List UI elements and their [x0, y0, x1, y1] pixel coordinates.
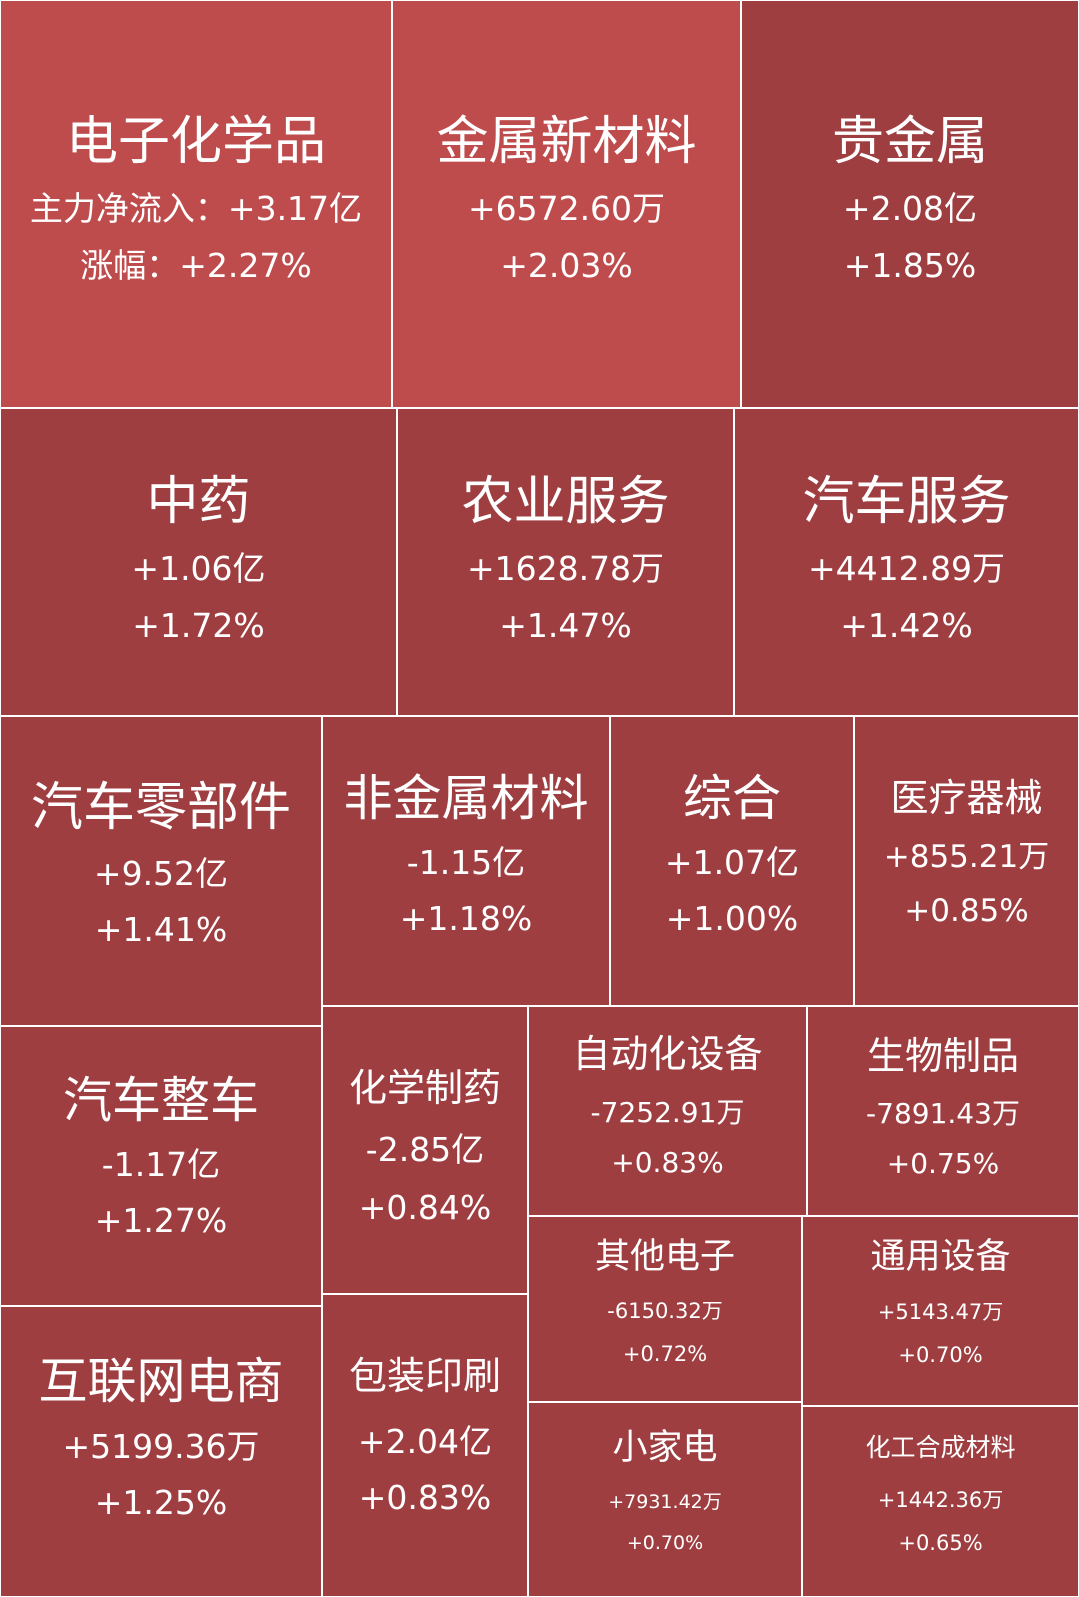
sector-net-inflow: -6150.32万 — [607, 1299, 723, 1323]
sector-name: 生物制品 — [866, 1034, 1019, 1078]
sector-change: +1.42% — [840, 606, 973, 645]
sector-tile[interactable]: 非金属材料 -1.15亿 +1.18% — [322, 716, 610, 1006]
sector-net-inflow: +5199.36万 — [62, 1427, 260, 1466]
sector-name: 中药 — [146, 472, 251, 532]
sector-change: +1.47% — [499, 606, 632, 645]
sector-tile[interactable]: 电子化学品主力净流入：+3.17亿 涨幅：+2.27% — [0, 0, 392, 408]
sector-name: 包装印刷 — [348, 1354, 501, 1398]
sector-net-inflow: -7252.91万 — [590, 1096, 745, 1129]
sector-net-inflow: +855.21万 — [883, 839, 1050, 875]
sector-tile[interactable]: 其他电子 -6150.32万 +0.72% — [528, 1216, 802, 1402]
sector-tile[interactable]: 综合 +1.07亿 +1.00% — [610, 716, 854, 1006]
sector-change: +2.03% — [500, 246, 633, 285]
sector-name: 医疗器械 — [890, 776, 1043, 820]
sector-name: 贵金属 — [831, 112, 988, 172]
sector-name: 非金属材料 — [343, 770, 589, 827]
sector-name: 自动化设备 — [572, 1032, 763, 1076]
sector-name: 小家电 — [612, 1428, 718, 1468]
sector-change: +0.72% — [622, 1342, 708, 1366]
sector-tile[interactable]: 化工合成材料 +1442.36万 +0.65% — [802, 1406, 1079, 1597]
sector-change: 涨幅：+2.27% — [80, 246, 312, 285]
sector-name: 化工合成材料 — [865, 1433, 1016, 1462]
sector-change: +0.83% — [611, 1146, 724, 1179]
sector-net-inflow: +4412.89万 — [807, 549, 1006, 588]
sector-change: +1.85% — [843, 246, 977, 285]
sector-name: 电子化学品 — [65, 112, 326, 172]
sector-name: 其他电子 — [594, 1237, 735, 1277]
sector-change: +0.84% — [358, 1188, 492, 1227]
sector-tile[interactable]: 汽车整车 -1.17亿 +1.27% — [0, 1026, 322, 1306]
sector-net-inflow: +5143.47万 — [877, 1300, 1004, 1324]
sector-net-inflow: -1.15亿 — [406, 843, 526, 882]
sector-change: +1.27% — [94, 1201, 228, 1240]
sector-net-inflow: +7931.42万 — [608, 1491, 722, 1513]
sector-name: 汽车服务 — [802, 472, 1011, 532]
sector-tile[interactable]: 农业服务 +1628.78万 +1.47% — [397, 408, 734, 716]
sector-name: 综合 — [682, 770, 781, 827]
sector-tile[interactable]: 贵金属 +2.08亿 +1.85% — [741, 0, 1079, 408]
sector-name: 化学制药 — [348, 1066, 501, 1110]
sector-tile[interactable]: 互联网电商 +5199.36万 +1.25% — [0, 1306, 322, 1597]
sector-tile[interactable]: 医疗器械 +855.21万 +0.85% — [854, 716, 1079, 1006]
sector-tile[interactable]: 自动化设备 -7252.91万 +0.83% — [528, 1006, 807, 1216]
sector-net-inflow: +2.08亿 — [842, 189, 978, 228]
sector-net-inflow: +9.52亿 — [93, 854, 229, 893]
sector-change: +1.18% — [399, 899, 533, 938]
sector-change: +0.70% — [898, 1343, 983, 1367]
sector-name: 农业服务 — [461, 472, 670, 532]
sector-tile[interactable]: 金属新材料 +6572.60万 +2.03% — [392, 0, 741, 408]
sector-change: +0.70% — [626, 1532, 704, 1554]
sector-name: 汽车整车 — [62, 1072, 259, 1129]
sector-name: 金属新材料 — [436, 112, 697, 172]
sector-tile[interactable]: 生物制品 -7891.43万 +0.75% — [807, 1006, 1079, 1216]
sector-change: +1.00% — [665, 899, 799, 938]
sector-name: 互联网电商 — [38, 1353, 284, 1410]
sector-net-inflow: +1442.36万 — [877, 1488, 1004, 1512]
sector-net-inflow: -7891.43万 — [866, 1097, 1020, 1130]
sector-change: +1.72% — [132, 606, 265, 645]
sector-tile[interactable]: 化学制药 -2.85亿 +0.84% — [322, 1006, 528, 1294]
sector-net-inflow: +1.06亿 — [131, 549, 266, 588]
sector-change: +0.75% — [886, 1147, 1000, 1180]
sector-tile[interactable]: 包装印刷 +2.04亿 +0.83% — [322, 1294, 528, 1597]
sector-net-inflow: 主力净流入：+3.17亿 — [29, 189, 363, 228]
sector-change: +0.83% — [358, 1478, 492, 1517]
sector-net-inflow: +1628.78万 — [466, 549, 665, 588]
sector-tile[interactable]: 通用设备 +5143.47万 +0.70% — [802, 1216, 1079, 1406]
sector-net-inflow: +6572.60万 — [467, 189, 666, 228]
sector-change: +0.65% — [898, 1531, 983, 1555]
sector-change: +1.41% — [94, 910, 228, 949]
sector-net-inflow: -2.85亿 — [365, 1130, 485, 1169]
sector-net-inflow: +2.04亿 — [357, 1422, 493, 1461]
sector-tile[interactable]: 汽车服务 +4412.89万 +1.42% — [734, 408, 1079, 716]
sector-tile[interactable]: 汽车零部件 +9.52亿 +1.41% — [0, 716, 322, 1026]
sector-tile[interactable]: 中药 +1.06亿 +1.72% — [0, 408, 397, 716]
sector-change: +0.85% — [904, 893, 1029, 929]
sector-change: +1.25% — [94, 1483, 228, 1522]
sector-net-inflow: +1.07亿 — [664, 843, 800, 882]
sector-net-inflow: -1.17亿 — [101, 1145, 221, 1184]
sector-name: 通用设备 — [870, 1237, 1011, 1277]
sector-name: 汽车零部件 — [30, 778, 291, 838]
sector-tile[interactable]: 小家电 +7931.42万 +0.70% — [528, 1402, 802, 1597]
